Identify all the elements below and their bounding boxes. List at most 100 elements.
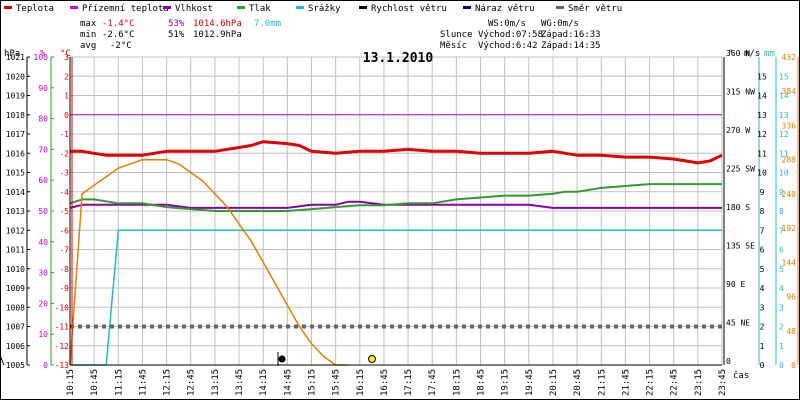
pressure-tick: 1017 bbox=[6, 130, 25, 139]
solar-tick: 240 bbox=[782, 190, 797, 199]
axis-unit-label: m/s bbox=[744, 49, 760, 59]
x-tick-label: 14:15 bbox=[259, 369, 269, 396]
rain-tick: 13 bbox=[779, 111, 789, 120]
chart-header: Teplota Přízemní teplota Vlhkost Tlak Srážky… bbox=[4, 4, 622, 66]
temperature-tick: -2 bbox=[59, 149, 69, 158]
pressure-tick: 1012 bbox=[6, 226, 25, 235]
humidity-tick: 80 bbox=[38, 115, 48, 124]
rain-tick: 14 bbox=[779, 92, 789, 101]
x-tick-label: 14:45 bbox=[283, 369, 293, 396]
wind-speed-tick: 14 bbox=[757, 92, 767, 101]
x-tick-label: 20:45 bbox=[573, 369, 583, 396]
wind-direction-tick: 360 N bbox=[726, 49, 750, 58]
solar-tick: 96 bbox=[786, 293, 796, 302]
wind-speed-tick: 4 bbox=[760, 284, 765, 293]
temperature-tick: -13 bbox=[55, 361, 70, 370]
legend-swatch bbox=[556, 6, 564, 9]
stats-min-label: min bbox=[80, 30, 96, 40]
stats-avg-label: avg bbox=[80, 41, 96, 51]
humidity-tick: 90 bbox=[38, 84, 48, 93]
pressure-tick: 1008 bbox=[6, 303, 25, 312]
sun-rise: Východ:07:58 bbox=[478, 30, 543, 40]
x-tick-label: 10:15 bbox=[66, 369, 76, 396]
temperature-tick: -4 bbox=[59, 188, 69, 197]
legend-label: Teplota bbox=[16, 4, 54, 14]
pressure-tick: 1016 bbox=[6, 149, 25, 158]
temperature-tick: -1 bbox=[59, 130, 69, 139]
legend-label: Rychlost větru bbox=[371, 4, 447, 14]
pressure-tick: 1006 bbox=[6, 342, 25, 351]
astro-block: WS:0m/s WG:0m/s Slunce Východ:07:58 Zápa… bbox=[440, 19, 601, 51]
pressure-tick: 1018 bbox=[6, 111, 25, 120]
stats-avg-temp: -2°C bbox=[110, 41, 132, 51]
x-tick-label: 12:45 bbox=[187, 369, 197, 396]
wind-speed-tick: 6 bbox=[760, 246, 765, 255]
chart-legend: Teplota Přízemní teplota Vlhkost Tlak Srážky… bbox=[4, 4, 622, 14]
x-tick-label: 17:45 bbox=[428, 369, 438, 396]
temperature-tick: -10 bbox=[55, 303, 70, 312]
temperature-tick: -12 bbox=[55, 342, 70, 351]
legend-swatch bbox=[359, 6, 367, 9]
sun-label: Slunce bbox=[440, 30, 473, 40]
axis-unit-label: hPa bbox=[4, 49, 20, 59]
wind-direction-tick: 270 W bbox=[726, 126, 750, 135]
temperature-tick: -6 bbox=[59, 226, 69, 235]
axis-unit-label: % bbox=[40, 49, 46, 59]
rain-tick: 2 bbox=[779, 323, 784, 332]
x-tick-label: 10:45 bbox=[90, 369, 100, 396]
axis-unit-label: °C bbox=[60, 49, 71, 59]
rain-tick: 3 bbox=[779, 303, 784, 312]
wind-speed-tick: 11 bbox=[757, 149, 767, 158]
legend-label: Vlhkost bbox=[175, 4, 213, 14]
temperature-tick: -7 bbox=[59, 246, 69, 255]
rain-tick: 9 bbox=[779, 188, 784, 197]
x-tick-label: 18:45 bbox=[477, 369, 487, 396]
wind-speed-tick: 5 bbox=[760, 265, 765, 274]
legend-label: Náraz větru bbox=[475, 4, 535, 14]
humidity-tick: 100 bbox=[34, 53, 49, 62]
rain-tick: 0 bbox=[779, 361, 784, 370]
x-tick-label: 16:45 bbox=[380, 369, 390, 396]
humidity-tick: 20 bbox=[38, 299, 48, 308]
temperature-tick: 2 bbox=[64, 72, 69, 81]
solar-tick: 288 bbox=[782, 156, 797, 165]
sun-set: Západ:16:33 bbox=[541, 30, 601, 40]
legend-swatch bbox=[463, 6, 471, 9]
pressure-tick: 1009 bbox=[6, 284, 25, 293]
solar-tick: 432 bbox=[782, 53, 797, 62]
x-tick-label: 11:45 bbox=[138, 369, 148, 396]
humidity-tick: 30 bbox=[38, 269, 48, 278]
solar-tick: 336 bbox=[782, 121, 797, 130]
temperature-tick: 3 bbox=[64, 53, 69, 62]
sun-marker-dot bbox=[368, 355, 376, 363]
x-tick-label: 19:45 bbox=[525, 369, 535, 396]
wind-direction-tick: 0 bbox=[726, 357, 731, 366]
legend-swatch bbox=[4, 6, 12, 9]
stats-max-hum: 53% bbox=[168, 19, 185, 29]
stats-max-temp: -1.4°C bbox=[102, 19, 135, 29]
wind-direction-tick: 180 S bbox=[726, 203, 750, 212]
x-tick-label: 19:15 bbox=[501, 369, 511, 396]
x-tick-label: 13:45 bbox=[235, 369, 245, 396]
wind-speed-tick: 8 bbox=[760, 207, 765, 216]
moon-rise: Východ:6:42 bbox=[478, 41, 538, 51]
legend-label: Přízemní teplota bbox=[82, 4, 169, 14]
wind-direction-tick: 45 NE bbox=[726, 319, 750, 328]
x-tick-label: 17:15 bbox=[404, 369, 414, 396]
solar-tick: 48 bbox=[786, 327, 796, 336]
wind-speed-tick: 12 bbox=[757, 130, 767, 139]
pressure-tick: 1019 bbox=[6, 92, 25, 101]
wind-speed-tick: 2 bbox=[760, 323, 765, 332]
rain-tick: 15 bbox=[779, 72, 789, 81]
rain-tick: 8 bbox=[779, 207, 784, 216]
moon-set: Západ:14:35 bbox=[541, 41, 601, 51]
solar-tick: 384 bbox=[782, 87, 797, 96]
humidity-tick: 60 bbox=[38, 176, 48, 185]
solar-tick: 0 bbox=[791, 361, 796, 370]
x-tick-label: 23:15 bbox=[694, 369, 704, 396]
x-tick-label: 11:15 bbox=[114, 369, 124, 396]
wind-speed-tick: 1 bbox=[760, 342, 765, 351]
wind-speed-tick: 9 bbox=[760, 188, 765, 197]
pressure-tick: 1020 bbox=[6, 72, 25, 81]
